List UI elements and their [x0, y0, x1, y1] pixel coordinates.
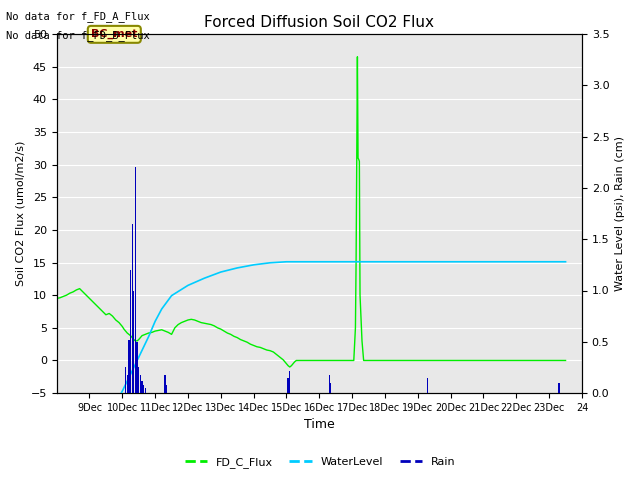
WaterLevel	[118, 388, 126, 394]
WaterLevel	[53, 429, 61, 435]
WaterLevel	[217, 269, 225, 275]
Bar	[427, 378, 428, 393]
WaterLevel	[316, 259, 323, 264]
WaterLevel	[414, 259, 422, 264]
Bar	[125, 368, 126, 393]
Bar	[130, 270, 131, 393]
Bar	[166, 385, 167, 393]
WaterLevel	[250, 262, 257, 268]
WaterLevel	[184, 283, 192, 288]
WaterLevel	[234, 265, 241, 271]
Bar	[164, 375, 166, 393]
Bar	[136, 342, 138, 393]
Bar	[135, 168, 136, 393]
X-axis label: Time: Time	[304, 419, 335, 432]
Bar	[127, 375, 128, 393]
WaterLevel	[479, 259, 487, 264]
FD_C_Flux	[353, 54, 361, 60]
WaterLevel	[430, 259, 438, 264]
WaterLevel	[562, 259, 570, 264]
WaterLevel	[145, 334, 152, 339]
WaterLevel	[447, 259, 454, 264]
WaterLevel	[168, 293, 175, 299]
FD_C_Flux	[562, 358, 570, 363]
WaterLevel	[463, 259, 471, 264]
Text: No data for f_FD_B_Flux: No data for f_FD_B_Flux	[6, 30, 150, 41]
WaterLevel	[112, 400, 120, 406]
Bar	[328, 375, 330, 393]
Bar	[133, 290, 134, 393]
Line: FD_C_Flux: FD_C_Flux	[57, 57, 566, 367]
FD_C_Flux	[286, 364, 294, 370]
WaterLevel	[158, 306, 166, 312]
WaterLevel	[496, 259, 504, 264]
WaterLevel	[69, 426, 77, 432]
Bar	[138, 368, 140, 393]
Legend: FD_C_Flux, WaterLevel, Rain: FD_C_Flux, WaterLevel, Rain	[180, 452, 460, 472]
Bar	[140, 375, 141, 393]
FD_C_Flux	[214, 325, 221, 331]
FD_C_Flux	[53, 296, 61, 301]
Text: No data for f_FD_A_Flux: No data for f_FD_A_Flux	[6, 11, 150, 22]
WaterLevel	[513, 259, 520, 264]
Text: BC_met: BC_met	[91, 29, 138, 39]
WaterLevel	[332, 259, 340, 264]
WaterLevel	[381, 259, 389, 264]
WaterLevel	[125, 375, 132, 381]
FD_C_Flux	[79, 289, 87, 295]
Y-axis label: Soil CO2 Flux (umol/m2/s): Soil CO2 Flux (umol/m2/s)	[15, 141, 25, 286]
Bar	[143, 385, 144, 393]
WaterLevel	[283, 259, 291, 264]
WaterLevel	[529, 259, 536, 264]
WaterLevel	[135, 354, 143, 360]
Y-axis label: Water Level (psi), Rain (cm): Water Level (psi), Rain (cm)	[615, 136, 625, 291]
WaterLevel	[397, 259, 405, 264]
WaterLevel	[102, 411, 109, 417]
WaterLevel	[86, 421, 93, 427]
WaterLevel	[545, 259, 553, 264]
WaterLevel	[151, 318, 159, 324]
WaterLevel	[299, 259, 307, 264]
Bar	[128, 340, 129, 393]
WaterLevel	[348, 259, 356, 264]
Bar	[558, 383, 559, 393]
FD_C_Flux	[69, 289, 77, 295]
Line: WaterLevel: WaterLevel	[57, 262, 566, 432]
Title: Forced Diffusion Soil CO2 Flux: Forced Diffusion Soil CO2 Flux	[204, 15, 435, 30]
Bar	[131, 224, 133, 393]
FD_C_Flux	[122, 328, 129, 334]
Bar	[287, 378, 289, 393]
Bar	[145, 388, 146, 393]
WaterLevel	[365, 259, 372, 264]
FD_C_Flux	[250, 343, 257, 348]
Bar	[330, 383, 332, 393]
Bar	[289, 371, 291, 393]
Bar	[141, 381, 143, 393]
FD_C_Flux	[99, 309, 106, 314]
WaterLevel	[200, 276, 208, 281]
WaterLevel	[266, 260, 274, 265]
